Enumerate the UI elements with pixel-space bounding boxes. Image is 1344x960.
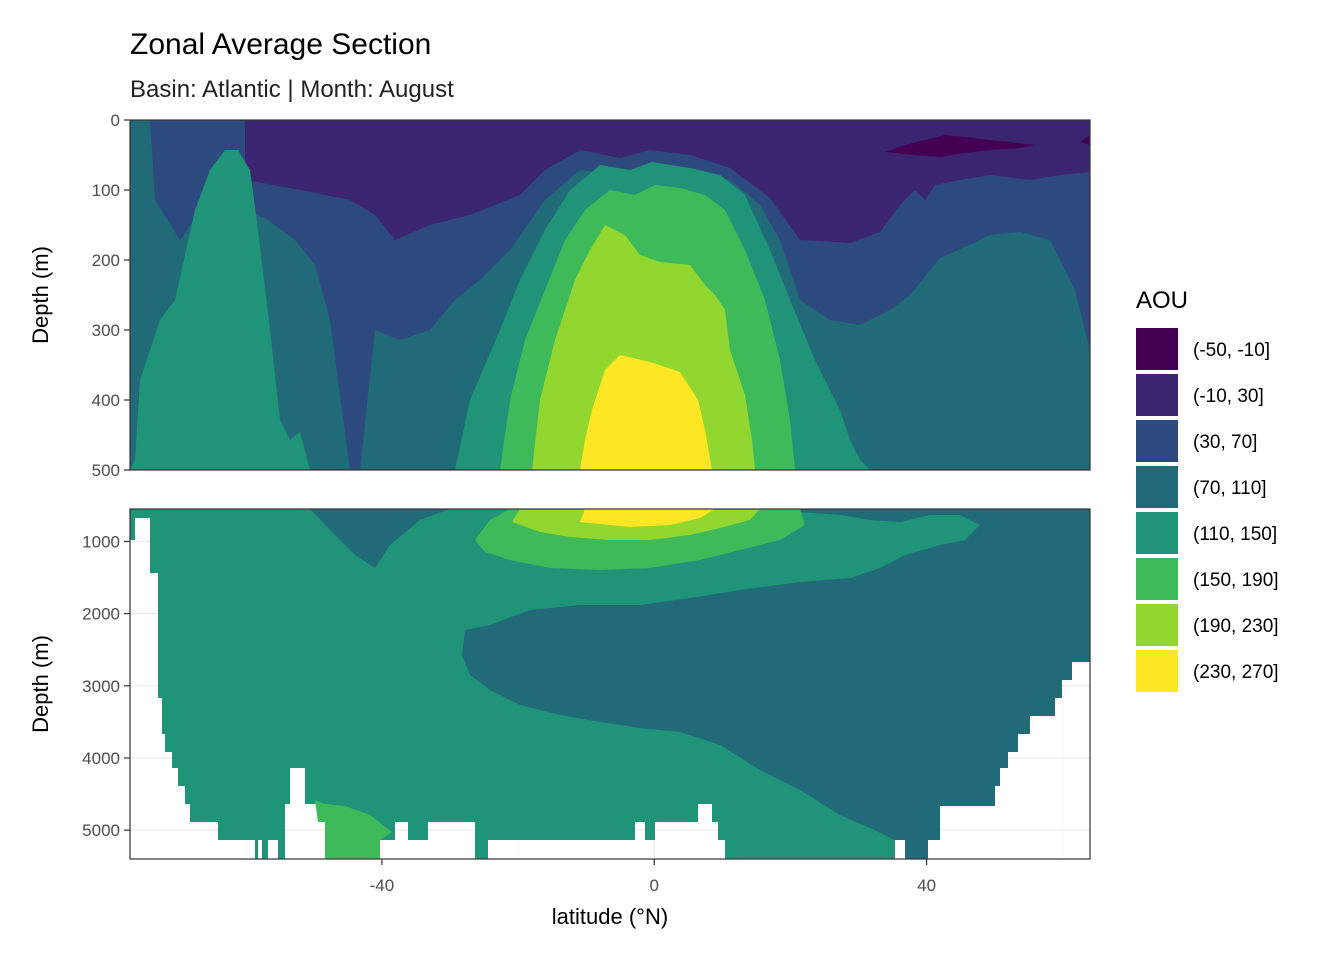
upper-panel-border [129, 119, 1091, 471]
y-tick-label: 500 [92, 461, 120, 480]
upper-y-axis: 0 100 200 300 400 500 [92, 111, 130, 480]
aou-band-150-190-bottom [315, 800, 392, 859]
y-tick-label: 3000 [82, 677, 120, 696]
legend-swatch [1136, 466, 1178, 508]
aou-band-70-110-deep [462, 509, 1090, 859]
y-tick-label: 100 [92, 181, 120, 200]
legend-swatch [1136, 650, 1178, 692]
x-axis: -40 0 40 [370, 859, 936, 895]
legend-label: (230, 270] [1193, 662, 1279, 683]
x-tick-label: 0 [650, 876, 659, 895]
aou-band-70-110-top [130, 509, 450, 568]
legend-label: (190, 230] [1193, 616, 1279, 637]
upper-panel [130, 120, 1090, 470]
y-tick-label: 2000 [82, 605, 120, 624]
y-tick-label: 1000 [82, 532, 120, 551]
legend: AOU (-50, -10] (-10, 30] (30, 70] (70, 110]… [1136, 287, 1279, 692]
aou-band--50--10 [885, 135, 1035, 157]
legend-swatch [1136, 512, 1178, 554]
legend-swatch [1136, 420, 1178, 462]
y-tick-label: 0 [111, 111, 120, 130]
aou-band-110-150-left [130, 150, 310, 470]
x-tick-label: 40 [917, 876, 936, 895]
y-tick-label: 400 [92, 391, 120, 410]
y-tick-label: 4000 [82, 749, 120, 768]
chart-subtitle: Basin: Atlantic | Month: August [130, 76, 454, 103]
legend-label: (-50, -10] [1193, 340, 1270, 361]
lower-y-axis: 1000 2000 3000 4000 5000 [82, 532, 130, 840]
legend-swatch [1136, 558, 1178, 600]
legend-swatch [1136, 374, 1178, 416]
legend-swatch [1136, 328, 1178, 370]
y-tick-label: 5000 [82, 821, 120, 840]
legend-swatch [1136, 604, 1178, 646]
lower-y-axis-title: Depth (m) [28, 635, 53, 733]
x-axis-title: latitude (°N) [552, 904, 668, 929]
y-tick-label: 300 [92, 321, 120, 340]
aou-band-230-270-deep [580, 509, 715, 527]
chart-title: Zonal Average Section [130, 28, 431, 61]
y-tick-label: 200 [92, 251, 120, 270]
lower-panel [130, 509, 1090, 859]
x-tick-label: -40 [370, 876, 395, 895]
legend-label: (150, 190] [1193, 570, 1279, 591]
upper-y-axis-title: Depth (m) [28, 246, 53, 344]
aou-band--50--10-edge [1080, 135, 1090, 145]
legend-label: (70, 110] [1193, 478, 1267, 499]
aou-band-230-270 [580, 355, 712, 470]
lower-panel-border [129, 508, 1091, 860]
legend-label: (-10, 30] [1193, 386, 1264, 407]
legend-label: (110, 150] [1193, 524, 1277, 545]
legend-title: AOU [1136, 287, 1188, 314]
legend-label: (30, 70] [1193, 432, 1257, 453]
